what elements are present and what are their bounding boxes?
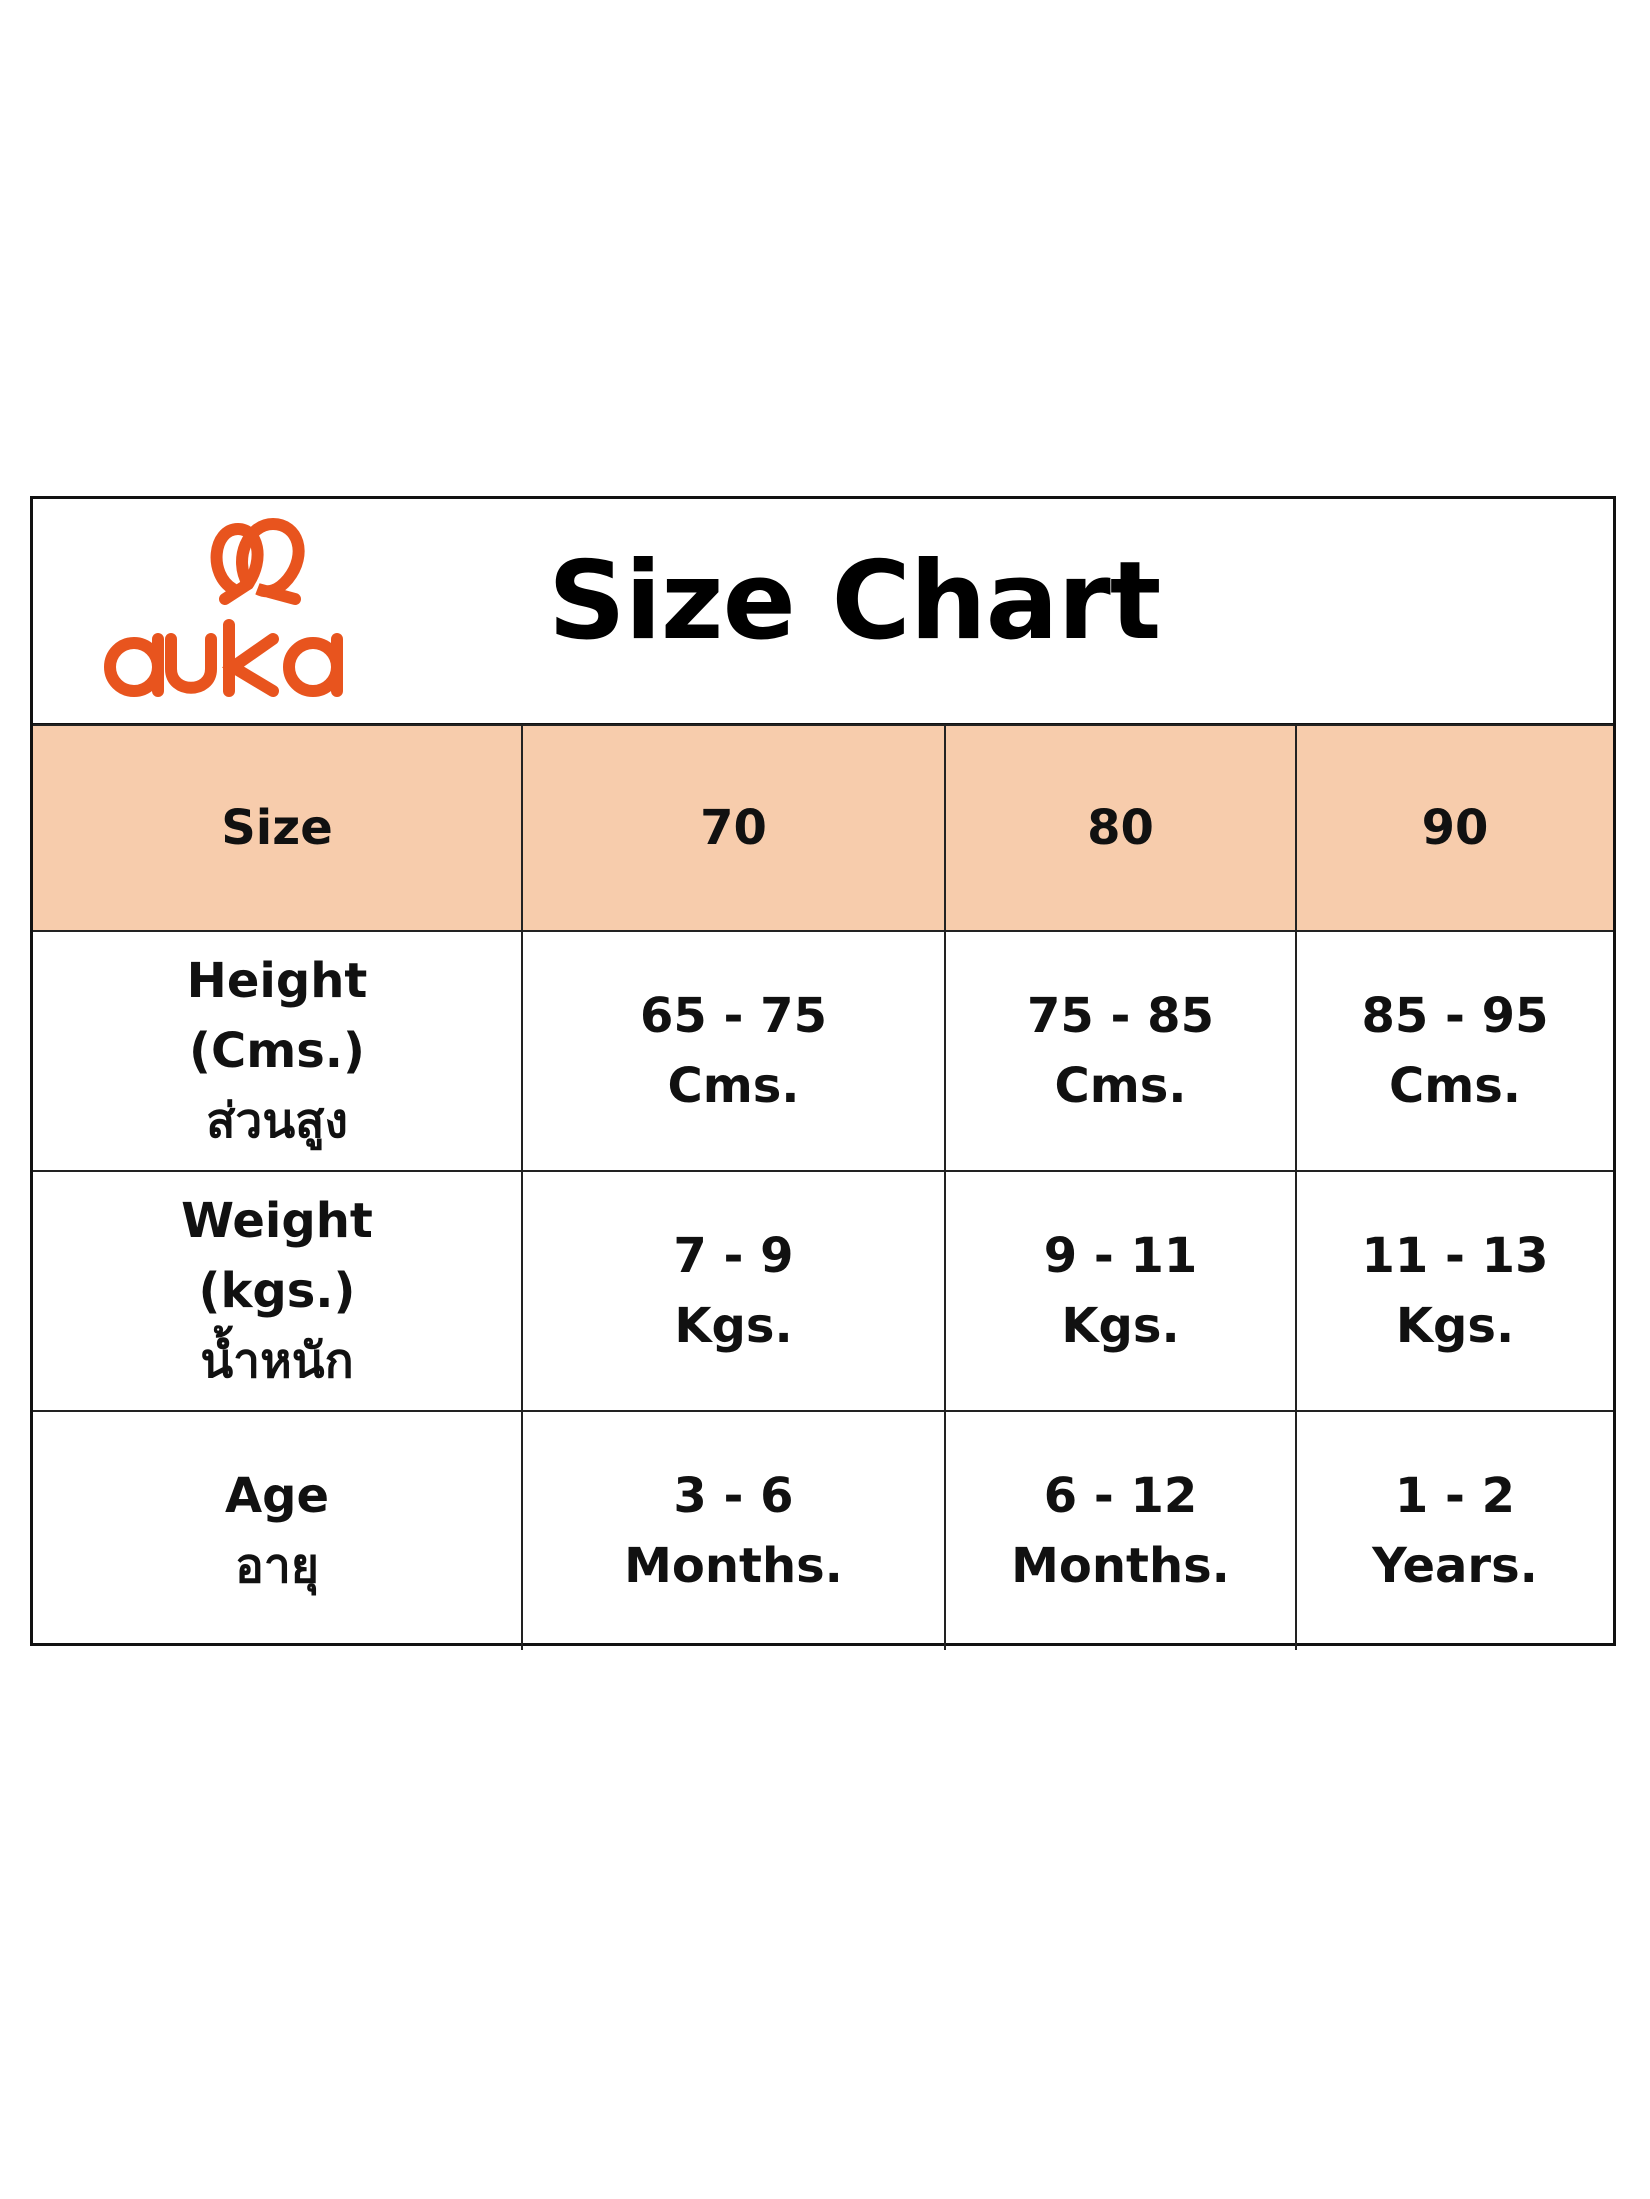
cell-range: 3 - 6 xyxy=(673,1468,794,1524)
page-title: Size Chart xyxy=(548,539,1161,664)
cell-unit: Kgs. xyxy=(674,1298,793,1354)
cell-range: 9 - 11 xyxy=(1043,1228,1198,1284)
table-cell: 9 - 11 Kgs. xyxy=(944,1170,1297,1412)
cell-unit: Kgs. xyxy=(1061,1298,1180,1354)
row-label: Age อายุ xyxy=(33,1410,523,1650)
cell-range: 65 - 75 xyxy=(640,988,827,1044)
label-line: (Cms.) xyxy=(189,1023,365,1079)
table-cell: 3 - 6 Months. xyxy=(521,1410,946,1650)
cell-range: 1 - 2 xyxy=(1394,1468,1516,1524)
label-line: Age xyxy=(224,1468,330,1524)
table-cell: 65 - 75 Cms. xyxy=(521,930,946,1172)
table-row-age: Age อายุ 3 - 6 Months. 6 - 12 Months. 1 - … xyxy=(33,1410,1613,1650)
label-line: Height xyxy=(186,953,368,1009)
cell-unit: Cms. xyxy=(667,1058,800,1114)
auka-logo xyxy=(104,517,343,697)
cell-range: 11 - 13 xyxy=(1361,1228,1549,1284)
row-label: Weight (kgs.) น้ำหนัก xyxy=(33,1170,523,1412)
label-line: (kgs.) xyxy=(198,1263,356,1319)
table-cell: 1 - 2 Years. xyxy=(1295,1410,1613,1650)
row-label: Height (Cms.) ส่วนสูง xyxy=(33,930,523,1172)
table-cell: 11 - 13 Kgs. xyxy=(1295,1170,1613,1412)
header-row: Size 70 80 90 xyxy=(33,724,1613,932)
size-table: Size 70 80 90 Height (Cms.) ส่วนสูง 65 -… xyxy=(33,724,1613,1650)
table-row-weight: Weight (kgs.) น้ำหนัก 7 - 9 Kgs. 9 - 11 Kg… xyxy=(33,1170,1613,1412)
size-chart: Size Chart Size 70 80 90 Height (Cms.) ส… xyxy=(30,496,1616,1650)
label-line: Weight xyxy=(181,1193,373,1249)
table-cell: 6 - 12 Months. xyxy=(944,1410,1297,1650)
label-line: น้ำหนัก xyxy=(200,1333,354,1389)
header-cell: 70 xyxy=(521,724,946,932)
cell-range: 6 - 12 xyxy=(1043,1468,1198,1524)
label-line: อายุ xyxy=(235,1538,319,1594)
cell-range: 85 - 95 xyxy=(1361,988,1549,1044)
table-row-height: Height (Cms.) ส่วนสูง 65 - 75 Cms. 75 - 8… xyxy=(33,930,1613,1172)
header-cell: Size xyxy=(33,724,523,932)
header-cell: 80 xyxy=(944,724,1297,932)
cell-unit: Months. xyxy=(1011,1538,1230,1594)
table-cell: 7 - 9 Kgs. xyxy=(521,1170,946,1412)
header-cell: 90 xyxy=(1295,724,1613,932)
cell-unit: Cms. xyxy=(1388,1058,1522,1114)
cell-unit: Years. xyxy=(1372,1538,1538,1594)
label-line: ส่วนสูง xyxy=(206,1093,348,1149)
cell-unit: Cms. xyxy=(1054,1058,1187,1114)
cell-range: 7 - 9 xyxy=(673,1228,794,1284)
table-cell: 85 - 95 Cms. xyxy=(1295,930,1613,1172)
cell-range: 75 - 85 xyxy=(1027,988,1214,1044)
cell-unit: Months. xyxy=(624,1538,843,1594)
title-row: Size Chart xyxy=(33,499,1613,726)
cell-unit: Kgs. xyxy=(1395,1298,1515,1354)
table-cell: 75 - 85 Cms. xyxy=(944,930,1297,1172)
